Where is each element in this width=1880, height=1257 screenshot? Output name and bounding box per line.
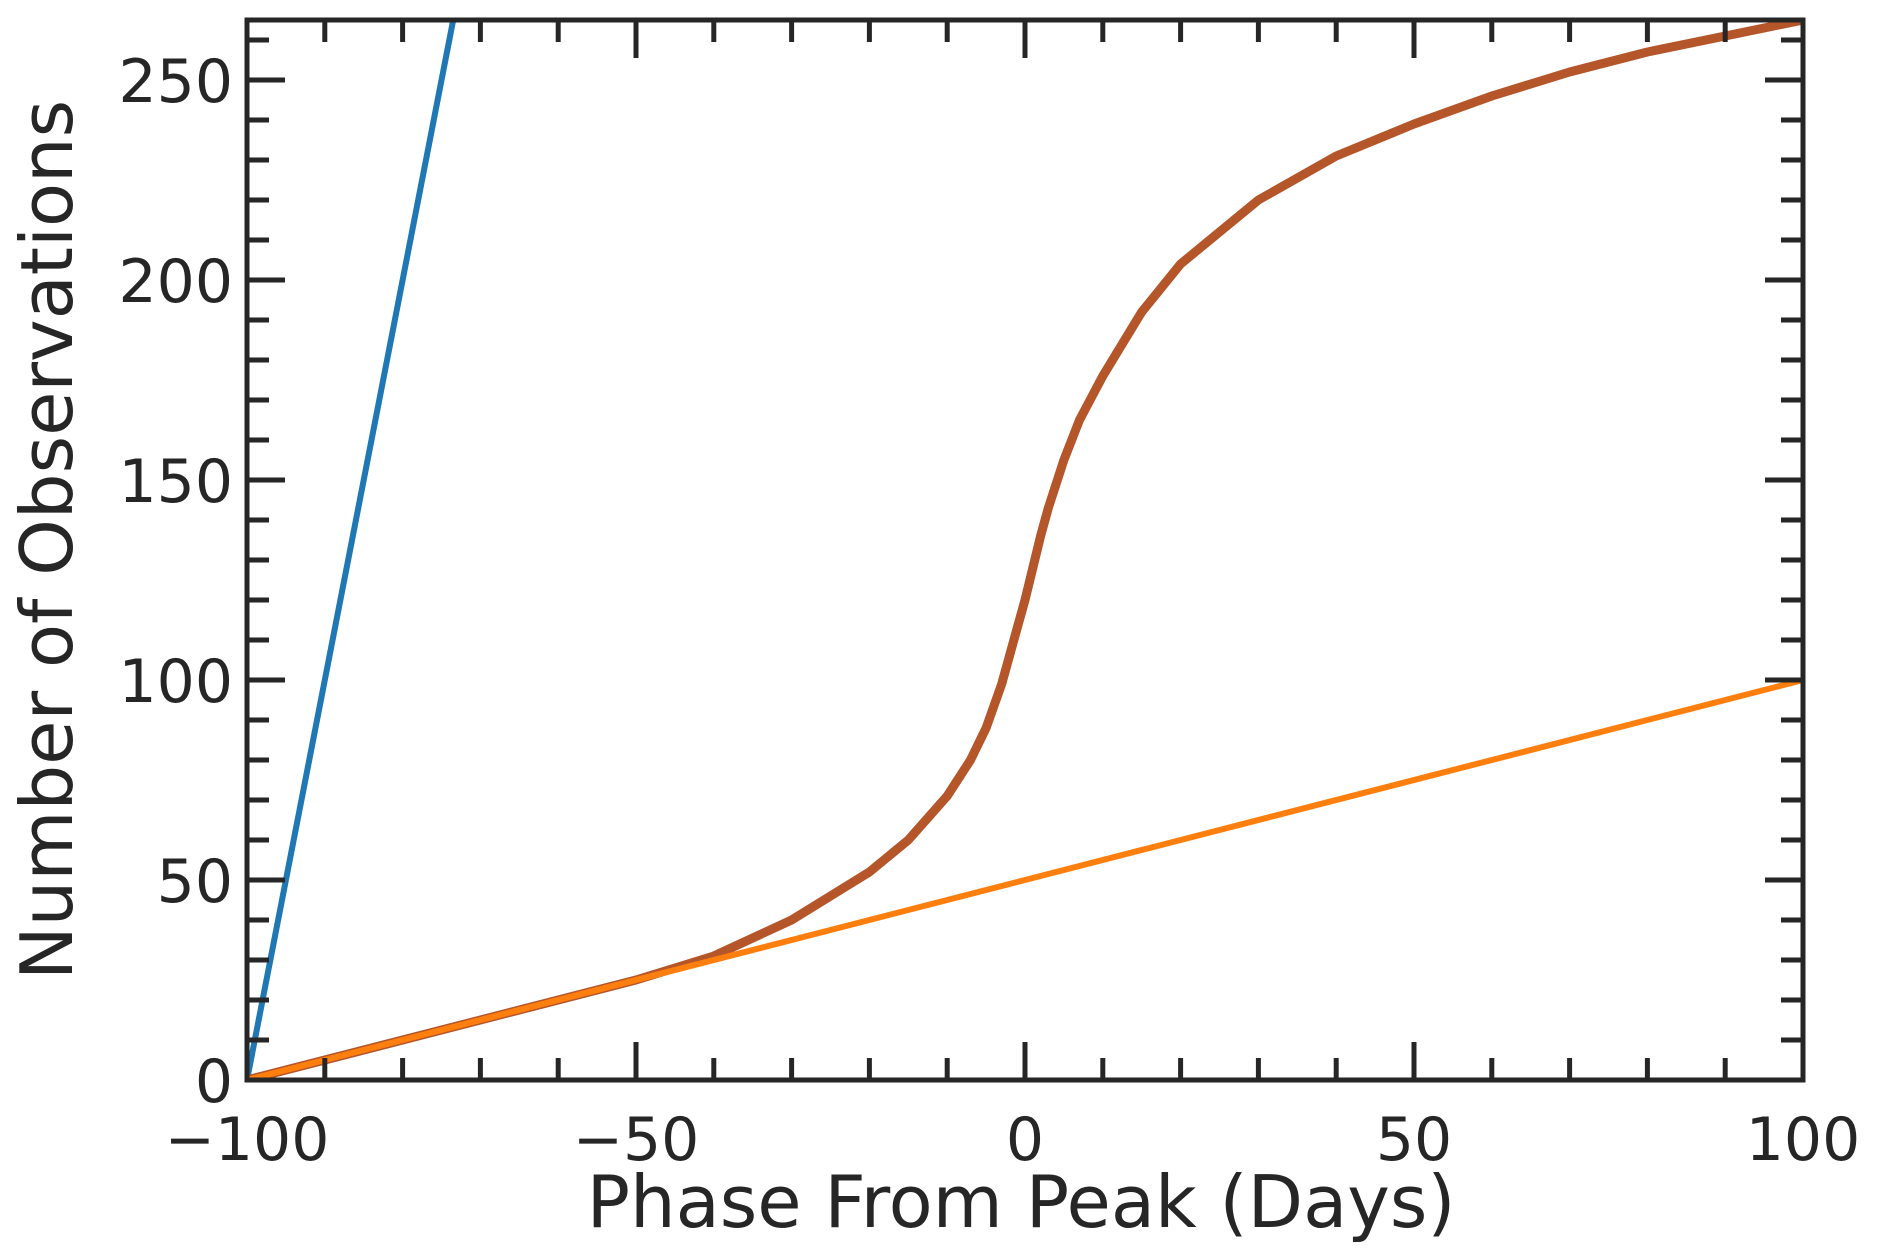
y-tick-label: 50: [157, 847, 233, 917]
series-line-1: [247, 20, 457, 1080]
ticks-layer: [244, 20, 1806, 1083]
y-tick-label: 0: [195, 1047, 233, 1117]
y-tick-label: 250: [118, 47, 233, 117]
series-line-3: [247, 677, 1803, 1080]
series-layer: [247, 20, 1803, 1080]
x-tick-label: −50: [573, 1105, 700, 1175]
labels-layer: −100 −50 0 50 100 0 50 100 150 200 250: [118, 47, 1860, 1175]
y-tick-label: 200: [118, 247, 233, 317]
x-tick-label: 0: [1006, 1105, 1044, 1175]
x-tick-label: −100: [165, 1105, 330, 1175]
plot-frame: [244, 17, 1806, 1083]
series-line-2: [247, 20, 1803, 1080]
y-tick-label: 100: [118, 647, 233, 717]
y-axis-label: Number of Observations: [5, 100, 89, 980]
y-tick-label: 150: [118, 447, 233, 517]
x-axis-label: Phase From Peak (Days): [587, 1160, 1456, 1244]
x-tick-label: 100: [1746, 1105, 1861, 1175]
x-tick-label: 50: [1376, 1105, 1452, 1175]
